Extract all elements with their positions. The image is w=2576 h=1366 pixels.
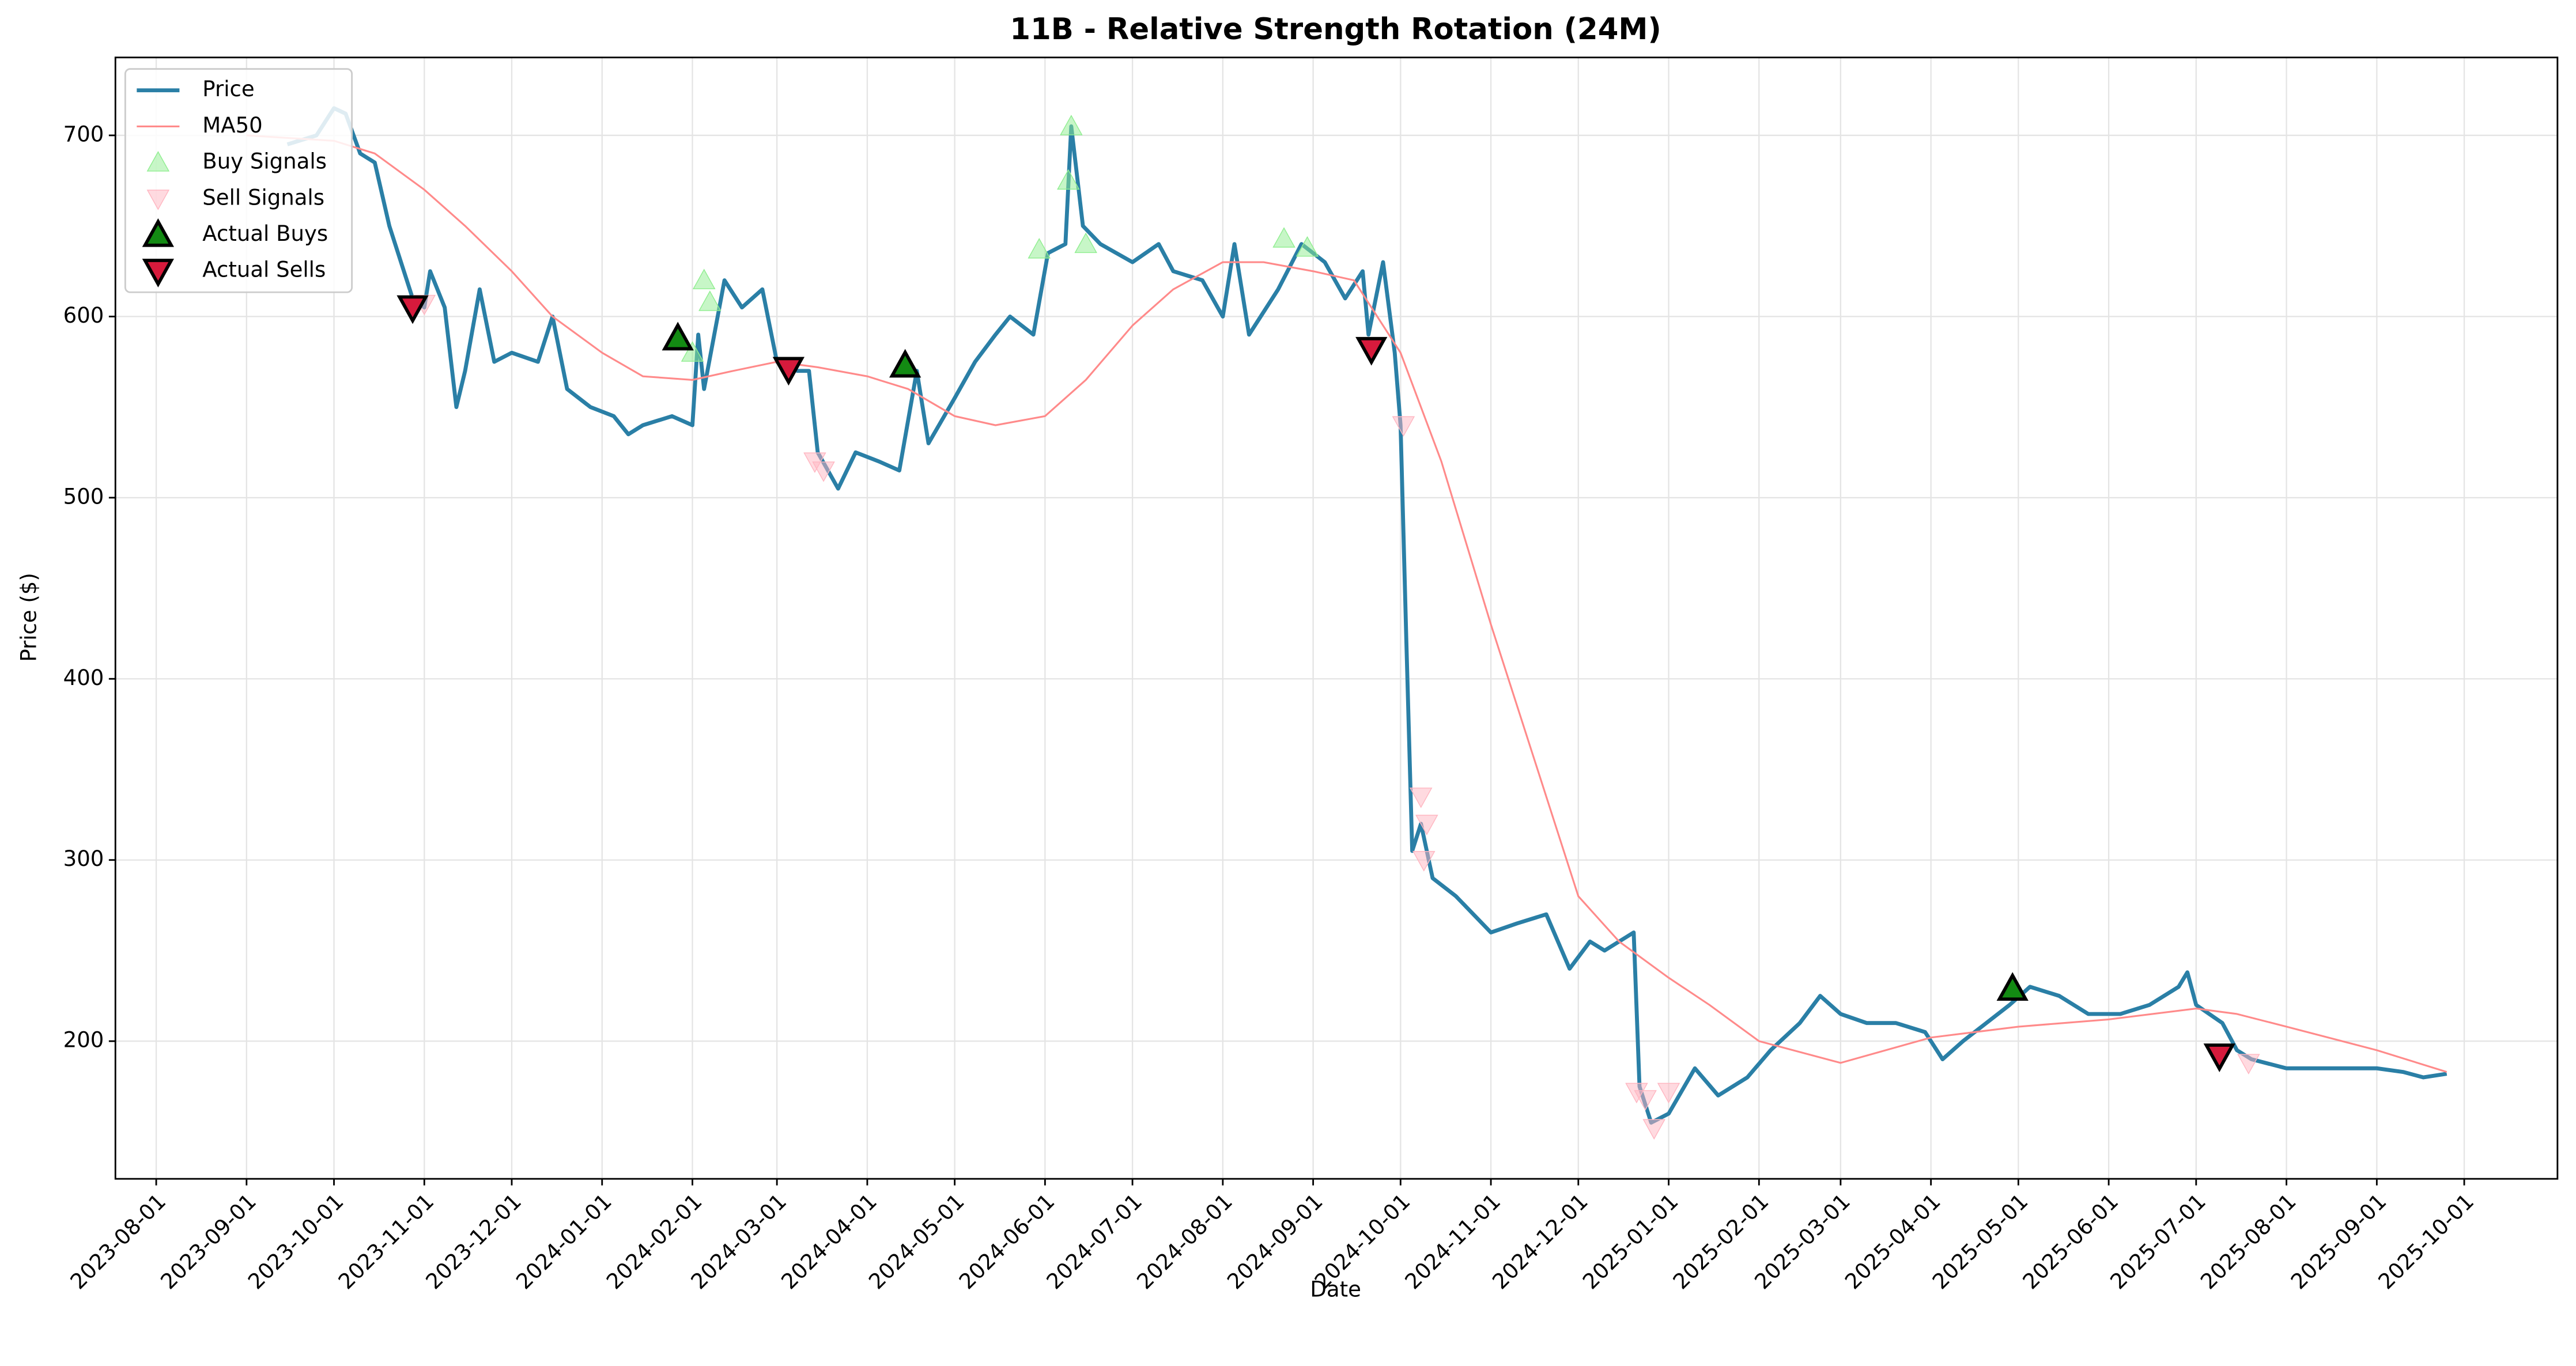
signal-marker	[1642, 1119, 1665, 1140]
y-tick-label: 600	[63, 303, 104, 328]
legend-label: MA50	[202, 113, 262, 138]
y-tick-label: 200	[63, 1028, 104, 1053]
grid	[115, 57, 2558, 1179]
signal-marker	[1996, 972, 2029, 1001]
signal-marker	[2237, 1054, 2260, 1074]
signal-marker	[662, 321, 694, 351]
legend-label: Price	[202, 77, 254, 101]
signal-marker	[1272, 227, 1295, 248]
signal-marker	[1028, 238, 1051, 259]
signal-marker	[772, 357, 805, 386]
signal-marker	[1634, 1090, 1657, 1111]
legend-swatch	[142, 259, 175, 287]
signal-marker	[1057, 169, 1080, 190]
plot-area	[246, 106, 2447, 1140]
price-line	[246, 134, 2447, 1073]
price-line	[286, 106, 2447, 1125]
legend-swatch	[142, 218, 175, 247]
signal-marker	[693, 268, 716, 290]
signal-marker	[1415, 815, 1438, 835]
legend-label: Actual Sells	[202, 258, 326, 282]
signal-marker	[681, 341, 704, 362]
signal-marker	[2203, 1043, 2235, 1072]
signal-marker	[1060, 115, 1083, 135]
signal-marker	[1409, 788, 1433, 808]
legend: Price MA50 Buy Signals Sell Signals Actual B…	[124, 68, 353, 293]
signal-marker	[1412, 851, 1436, 872]
signal-marker	[396, 295, 429, 324]
legend-box	[124, 68, 353, 293]
axes-frame	[114, 56, 2559, 1180]
y-tick-label: 500	[63, 484, 104, 509]
signal-marker	[1295, 236, 1319, 257]
signal-marker	[1074, 232, 1097, 253]
signal-marker	[698, 290, 722, 311]
y-tick-label: 700	[63, 122, 104, 146]
y-tick-label: 300	[63, 846, 104, 871]
legend-label: Buy Signals	[202, 149, 327, 174]
signal-marker	[1392, 416, 1415, 437]
legend-label: Actual Buys	[202, 221, 328, 246]
legend-swatch	[146, 151, 170, 172]
legend-label: Sell Signals	[202, 185, 324, 210]
signal-marker	[1355, 336, 1388, 366]
y-axis-label: Price ($)	[17, 573, 41, 662]
signal-marker	[812, 461, 835, 482]
legend-swatch	[146, 190, 170, 210]
signal-marker	[889, 349, 921, 378]
chart-title: 11B - Relative Strength Rotation (24M)	[1010, 12, 1661, 47]
y-tick-label: 400	[63, 665, 104, 690]
signal-marker	[1657, 1083, 1680, 1104]
x-axis-label: Date	[1310, 1277, 1361, 1301]
